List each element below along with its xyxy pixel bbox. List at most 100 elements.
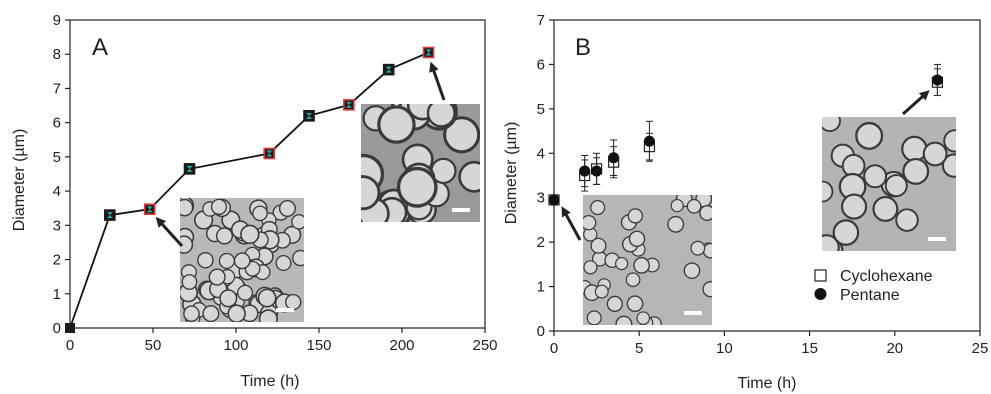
y-tick-label: 5	[53, 149, 61, 166]
data-point-marker-fill	[106, 212, 113, 219]
x-tick-label: 15	[801, 340, 818, 357]
panel-a-inset-micrograph-small-droplets	[180, 198, 304, 322]
panel-a-inset-micrograph-small	[180, 198, 304, 322]
panel-b-inset-micrograph-initial	[583, 195, 712, 325]
droplet	[183, 305, 200, 322]
panel-a-insets	[180, 104, 480, 322]
legend-pentane-marker	[814, 288, 827, 300]
plot-frame	[553, 19, 981, 332]
droplet	[702, 280, 712, 298]
droplet	[219, 289, 238, 308]
y-tick-label: 2	[53, 252, 61, 269]
droplet	[583, 260, 598, 275]
scale-bar	[452, 208, 470, 212]
droplet	[606, 295, 623, 312]
pentane-point	[579, 165, 591, 177]
x-tick-label: 50	[145, 337, 162, 354]
droplet	[822, 180, 834, 203]
droplet	[361, 175, 381, 211]
data-point-marker-fill	[266, 150, 273, 157]
droplet	[586, 310, 602, 325]
panel-b-inset-micrograph-grown	[822, 117, 956, 251]
droplet	[227, 304, 246, 322]
x-tick-label: 25	[972, 340, 989, 357]
droplet	[258, 309, 278, 322]
droplet	[275, 254, 292, 271]
panel-b-legend: Cyclohexane Pentane	[814, 268, 933, 304]
droplet	[594, 284, 609, 299]
droplet	[884, 174, 908, 198]
data-point-marker-fill	[186, 165, 193, 172]
panel-b-label: B	[575, 34, 591, 61]
droplet	[285, 293, 302, 311]
pentane-point	[591, 165, 603, 177]
panel-b-x-axis-label: Time (h)	[738, 375, 797, 392]
data-point-marker-fill	[385, 66, 392, 73]
droplet	[202, 305, 220, 322]
pentane-point	[643, 135, 655, 147]
droplet	[278, 199, 296, 217]
droplet	[257, 288, 277, 308]
droplet	[855, 121, 884, 150]
y-tick-label: 7	[537, 12, 545, 29]
inset-arrow	[155, 217, 184, 248]
legend-cyclohexane-label: Cyclohexane	[840, 268, 933, 285]
panel-a-y-axis-label: Diameter (µm)	[11, 129, 28, 232]
droplet	[702, 242, 712, 259]
droplet	[215, 227, 233, 245]
data-point-marker-fill	[425, 49, 432, 56]
droplet	[291, 214, 304, 230]
y-tick-label: 5	[537, 101, 545, 118]
droplet	[902, 157, 930, 185]
pentane-point	[608, 152, 620, 164]
pentane-point	[548, 194, 560, 206]
droplet	[840, 193, 868, 220]
droplet	[240, 224, 260, 245]
panel-a: 0 50 100 150 200 250 0 1 2 3 4 5 6 7 8 9 A Time (h) Dia…	[11, 12, 498, 390]
droplet	[615, 256, 629, 271]
droplet	[396, 166, 438, 208]
panel-a-x-axis-label: Time (h)	[241, 373, 300, 390]
panel-b-y-axis-label: Diameter (µm)	[503, 122, 520, 225]
x-tick-label: 150	[306, 337, 331, 354]
panel-b-insets	[583, 117, 956, 325]
droplet	[377, 105, 416, 144]
legend-pentane-label: Pentane	[840, 287, 900, 304]
y-tick-label: 7	[53, 80, 61, 97]
droplet	[699, 205, 712, 221]
droplet	[426, 104, 456, 128]
droplet	[627, 208, 644, 224]
x-tick-label: 5	[635, 340, 643, 357]
y-tick-label: 4	[53, 183, 61, 200]
data-point-marker	[65, 323, 75, 333]
droplet	[590, 237, 607, 254]
droplet	[590, 200, 606, 216]
droplet	[180, 235, 194, 254]
droplet	[218, 252, 236, 270]
y-tick-label: 4	[537, 145, 545, 162]
droplet	[292, 249, 304, 267]
droplet	[901, 135, 928, 163]
y-tick-label: 1	[53, 286, 61, 303]
panel-a-ticks: 0 50 100 150 200 250 0 1 2 3 4 5 6 7 8 9	[53, 12, 498, 354]
droplet	[667, 215, 685, 233]
droplet	[615, 315, 633, 325]
droplet	[686, 198, 702, 214]
plot-frame	[69, 19, 486, 329]
droplet	[210, 198, 228, 215]
y-tick-label: 0	[537, 323, 545, 340]
x-tick-label: 20	[886, 340, 903, 357]
droplet	[832, 219, 860, 246]
x-tick-label: 250	[472, 337, 497, 354]
y-tick-label: 3	[537, 190, 545, 207]
droplet	[822, 117, 841, 132]
y-tick-label: 1	[537, 279, 545, 296]
droplet	[895, 208, 919, 232]
droplet	[181, 274, 198, 290]
droplet	[872, 196, 899, 222]
droplet	[197, 251, 214, 269]
panel-b-series	[548, 63, 944, 241]
data-point-marker-fill	[345, 101, 352, 108]
y-tick-label: 9	[53, 12, 61, 29]
